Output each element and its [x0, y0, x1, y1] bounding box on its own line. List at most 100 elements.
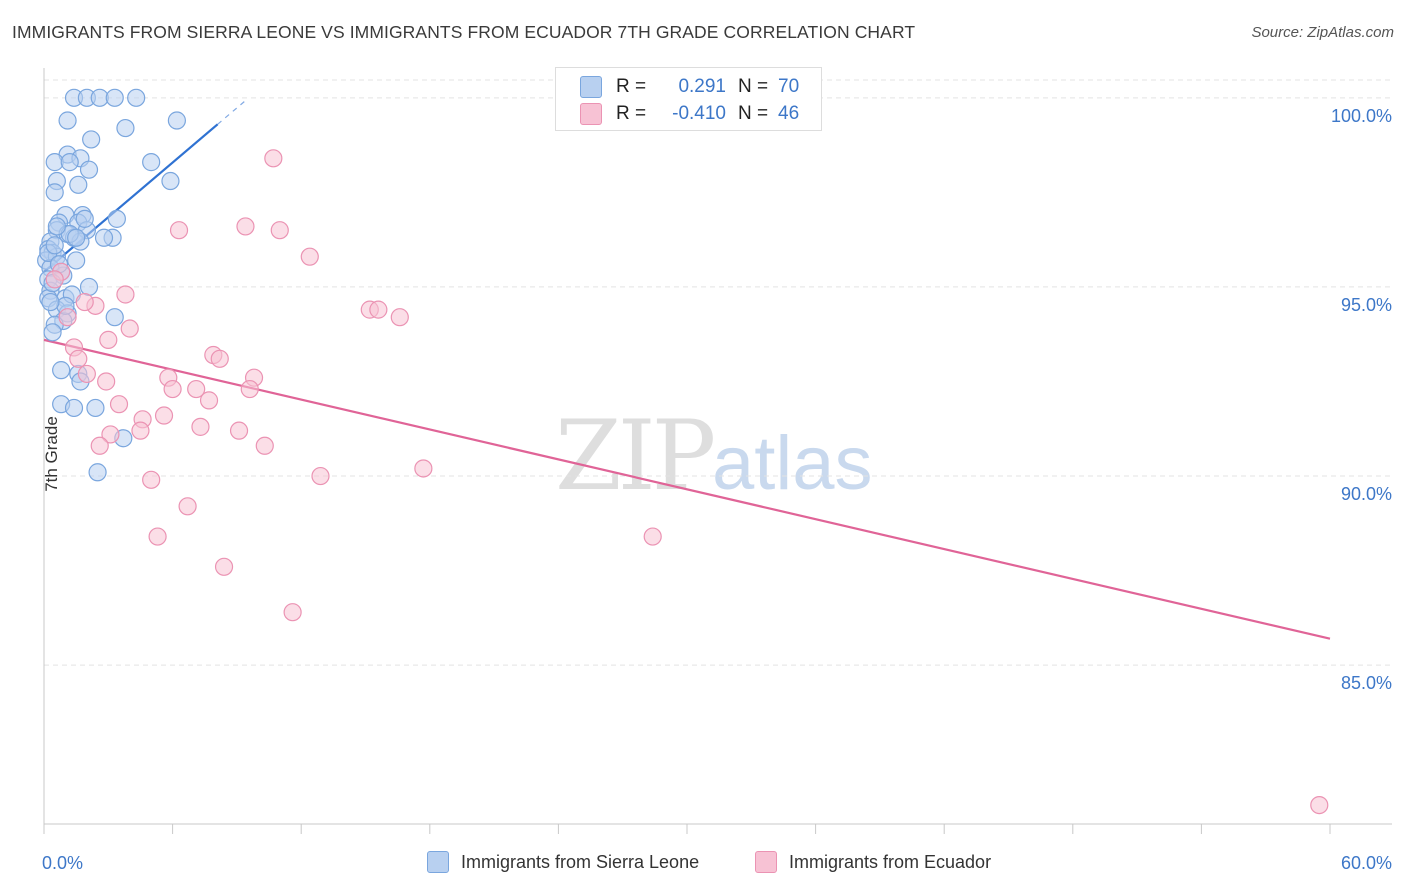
bottom-legend-label-ecuador: Immigrants from Ecuador [789, 851, 992, 872]
point-ecuador [131, 421, 150, 440]
point-sierra-leone [161, 171, 180, 191]
point-ecuador [109, 395, 129, 414]
stats-legend: R = 0.291 N = 70 R = -0.410 N = 46 [555, 67, 822, 131]
watermark-atlas: atlas [712, 421, 873, 506]
legend-swatch-sierra-leone [580, 76, 602, 98]
chart-title: IMMIGRANTS FROM SIERRA LEONE VS IMMIGRAN… [12, 22, 916, 42]
legend-n-label: N = [738, 76, 769, 97]
legend-row-sierra-leone: R = 0.291 N = 70 [580, 75, 799, 99]
y-tick-label: 95.0% [1341, 295, 1392, 315]
point-ecuador [148, 527, 167, 546]
point-sierra-leone [105, 308, 124, 327]
legend-n-value: 70 [778, 76, 800, 97]
point-sierra-leone [58, 111, 77, 130]
point-sierra-leone [88, 463, 107, 482]
y-tick-label: 100.0% [1331, 106, 1392, 126]
legend-row-ecuador: R = -0.410 N = 46 [580, 102, 799, 126]
legend-r-label: R = [616, 103, 647, 124]
point-ecuador [311, 466, 330, 486]
data-points [37, 88, 1329, 815]
bottom-legend-sierra-leone: Immigrants from Sierra Leone [427, 851, 699, 873]
bottom-legend-swatch-sierra-leone [427, 851, 449, 873]
point-ecuador [300, 247, 319, 266]
point-ecuador [229, 421, 249, 440]
x-tick-label-min: 0.0% [42, 853, 83, 873]
y-tick-label: 90.0% [1341, 484, 1392, 504]
tick-labels: 85.0% 90.0% 95.0% 100.0% 0.0% 60.0% [42, 106, 1392, 873]
point-ecuador [1310, 795, 1329, 815]
point-ecuador [643, 527, 662, 546]
point-sierra-leone [107, 209, 126, 228]
point-ecuador [264, 149, 283, 168]
bottom-legend-swatch-ecuador [755, 851, 777, 873]
point-sierra-leone [142, 153, 161, 172]
point-sierra-leone [52, 361, 71, 380]
point-ecuador [116, 285, 135, 304]
bottom-legend-label-sierra-leone: Immigrants from Sierra Leone [461, 851, 700, 872]
point-ecuador [214, 557, 234, 576]
gridlines [44, 79, 1392, 666]
point-sierra-leone [105, 88, 124, 107]
point-sierra-leone [116, 118, 135, 138]
trend-line-ecuador [43, 338, 1331, 640]
point-ecuador [414, 459, 433, 478]
point-ecuador [270, 221, 289, 240]
point-sierra-leone [47, 217, 66, 236]
point-sierra-leone [127, 88, 146, 107]
point-sierra-leone [45, 236, 64, 255]
point-ecuador [255, 436, 274, 455]
legend-n-value: 46 [778, 103, 800, 124]
point-ecuador [45, 270, 64, 289]
point-ecuador [240, 379, 259, 399]
point-ecuador [97, 372, 116, 391]
point-sierra-leone [43, 323, 62, 342]
point-ecuador [90, 436, 109, 455]
point-sierra-leone [167, 111, 186, 130]
point-ecuador [283, 603, 302, 622]
point-ecuador [58, 308, 77, 327]
point-ecuador [187, 379, 206, 399]
trend-line-extension [217, 98, 249, 125]
point-ecuador [199, 391, 219, 410]
point-sierra-leone [41, 292, 60, 312]
axes [43, 68, 1392, 834]
source-label: Source: ZipAtlas.com [1251, 24, 1394, 41]
y-axis-label: 7th Grade [41, 416, 61, 492]
point-ecuador [236, 217, 255, 236]
point-sierra-leone [67, 251, 86, 270]
point-ecuador [120, 319, 139, 338]
point-ecuador [369, 300, 388, 319]
point-sierra-leone [60, 153, 79, 172]
point-ecuador [390, 308, 409, 327]
legend-r-value: -0.410 [672, 103, 726, 124]
bottom-legend-ecuador: Immigrants from Ecuador [755, 851, 991, 873]
point-ecuador [169, 221, 189, 240]
point-ecuador [142, 470, 161, 489]
point-sierra-leone [67, 228, 86, 247]
point-sierra-leone [82, 130, 101, 149]
legend-n-label: N = [738, 103, 769, 124]
point-sierra-leone [79, 160, 99, 179]
point-ecuador [99, 330, 118, 349]
y-tick-label: 85.0% [1341, 673, 1392, 693]
point-sierra-leone [86, 398, 105, 418]
point-ecuador [178, 497, 197, 516]
point-ecuador [101, 425, 120, 444]
point-sierra-leone [79, 277, 99, 297]
trend-line-sierra-leone [43, 123, 219, 273]
legend-swatch-ecuador [580, 103, 602, 125]
point-sierra-leone [94, 228, 114, 247]
point-sierra-leone [75, 209, 94, 228]
point-ecuador [191, 417, 210, 436]
point-ecuador [163, 379, 182, 399]
point-ecuador [154, 406, 174, 425]
point-sierra-leone [45, 183, 64, 202]
point-sierra-leone [64, 398, 84, 418]
legend-r-value: 0.291 [678, 76, 726, 97]
legend-r-label: R = [616, 76, 647, 97]
x-tick-label-max: 60.0% [1341, 853, 1392, 873]
point-ecuador [77, 364, 96, 384]
point-sierra-leone [69, 175, 88, 194]
point-ecuador [75, 292, 94, 312]
